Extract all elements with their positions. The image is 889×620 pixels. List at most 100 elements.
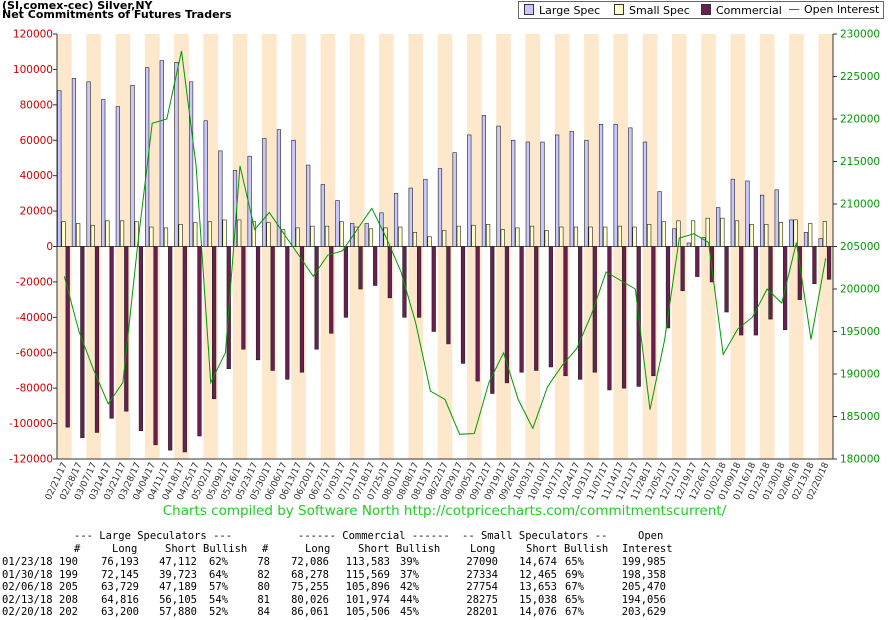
small-spec-bar xyxy=(324,225,330,247)
small-long-header: Long xyxy=(470,543,496,555)
commercial-bar xyxy=(753,246,758,336)
legend: Large Spec Small Spec Commercial Open In… xyxy=(518,1,884,19)
stats-cell-small-short: 15,038 xyxy=(519,593,557,606)
small-spec-bar xyxy=(661,221,666,247)
large-spec-bar xyxy=(203,120,208,247)
stats-cell-small-bullish: 69% xyxy=(565,568,584,581)
large-spec-bar xyxy=(393,193,399,247)
stats-cell-open-interest: 194,056 xyxy=(621,593,666,606)
small-spec-bar xyxy=(822,221,827,247)
stats-cell-commercial-long: 80,026 xyxy=(291,593,329,606)
large-spec-swatch-icon xyxy=(524,4,534,15)
right-axis: 180000 185000 190000 195000 200000 205000 2100… xyxy=(832,29,880,466)
chart-title-line2: Net Commitments of Futures Traders xyxy=(2,8,232,21)
left-axis-label: 80000 xyxy=(20,99,53,111)
large-spec-bar xyxy=(730,178,735,247)
commercial-bar xyxy=(358,246,363,290)
large-spec-bar xyxy=(320,184,325,247)
small-spec-bar xyxy=(720,217,725,247)
small-spec-bar xyxy=(412,232,418,247)
stats-cell-large-short: 39,723 xyxy=(159,568,197,581)
stats-cell-large-bullish: 57% xyxy=(209,581,228,593)
small-spec-bar xyxy=(281,229,286,247)
commercial-bar xyxy=(270,246,275,371)
stats-cell-commercial-bullish: 44% xyxy=(400,593,419,606)
stats-cell-commercial-long: 68,278 xyxy=(291,568,329,581)
legend-commercial: Commercial xyxy=(701,4,782,17)
commercial-bar xyxy=(578,246,583,380)
commercial-bar xyxy=(94,246,100,433)
stats-cell-large-long: 64,816 xyxy=(101,593,139,606)
small-spec-bar xyxy=(647,224,652,247)
large-spec-bar xyxy=(598,124,604,247)
large-bullish-header: Bullish xyxy=(203,543,248,555)
small-spec-bar xyxy=(119,220,125,247)
stats-cell-large-bullish: 52% xyxy=(209,606,228,618)
stats-cell-commercial-short: 115,569 xyxy=(345,568,390,581)
left-axis-label: 0 xyxy=(46,241,53,253)
stats-cell-open-interest: 205,470 xyxy=(621,581,666,593)
small-spec-bar xyxy=(603,226,608,247)
commercial-hash-header: # xyxy=(262,543,269,555)
cot-chart: -120000-100000-80000-60000-40000-2000002… xyxy=(9,29,880,502)
large-spec-bar xyxy=(467,134,472,247)
commercial-bar xyxy=(812,246,817,284)
large-spec-bar xyxy=(437,168,443,247)
bar-series xyxy=(57,60,832,453)
commercial-bar xyxy=(373,246,378,286)
left-axis: -120000 -100000 -80000 -60000 -40000 -20000 0 2… xyxy=(9,29,58,466)
stats-cell-large-long: 76,193 xyxy=(101,556,139,568)
commercial-bar xyxy=(651,246,656,377)
commercial-bar xyxy=(446,246,451,345)
stats-cell-large-traders: 199 xyxy=(59,568,78,581)
stats-cell-open-interest: 199,985 xyxy=(621,556,666,568)
commercial-bar xyxy=(826,246,832,280)
small-spec-bar xyxy=(193,222,198,247)
large-spec-bar xyxy=(408,187,413,247)
small-spec-bar xyxy=(339,221,344,247)
small-spec-bar xyxy=(310,225,315,247)
large-spec-bar xyxy=(789,219,794,247)
stats-cell-large-bullish: 64% xyxy=(209,568,228,581)
stats-cell-small-bullish: 65% xyxy=(565,556,584,568)
large-spec-bar xyxy=(642,141,648,247)
large-spec-bar xyxy=(86,81,91,247)
large-spec-bar xyxy=(174,62,179,247)
small-spec-bar xyxy=(500,229,505,247)
small-spec-bar xyxy=(427,236,432,247)
small-spec-bar xyxy=(515,227,520,247)
stats-cell-date: 02/13/18 xyxy=(2,593,53,606)
small-spec-bar xyxy=(442,230,447,247)
small-spec-bar xyxy=(456,225,461,247)
large-spec-bar xyxy=(540,141,545,247)
right-axis-label: 185000 xyxy=(840,411,880,423)
commercial-bar xyxy=(285,246,290,380)
stats-cell-small-bullish: 65% xyxy=(565,593,584,606)
stats-cell-commercial-short: 113,583 xyxy=(345,556,390,568)
large-spec-bar xyxy=(115,106,120,247)
stats-cell-commercial-long: 72,086 xyxy=(291,556,329,568)
stats-cell-commercial-bullish: 39% xyxy=(400,556,419,568)
interest-header: Interest xyxy=(622,543,673,555)
commercial-bar xyxy=(65,246,70,428)
small-spec-bar xyxy=(295,227,300,247)
small-spec-bar xyxy=(529,225,535,247)
header-open: Open xyxy=(638,530,664,542)
small-spec-bar xyxy=(90,224,95,247)
small-spec-bar xyxy=(559,226,564,247)
stats-cell-large-long: 63,729 xyxy=(101,581,139,593)
small-spec-bar xyxy=(61,221,66,247)
stats-cell-large-short: 57,880 xyxy=(159,606,197,618)
large-spec-bar xyxy=(569,131,574,247)
large-spec-bar xyxy=(291,139,296,247)
legend-large-spec-label: Large Spec xyxy=(539,4,601,17)
commercial-long-header: Long xyxy=(305,543,331,555)
stats-cell-large-bullish: 62% xyxy=(209,556,228,568)
commercial-bar xyxy=(607,246,612,391)
left-axis-label: -80000 xyxy=(16,383,53,395)
commercial-bar xyxy=(709,246,715,283)
small-spec-bar xyxy=(632,226,637,247)
stats-cell-date: 02/20/18 xyxy=(2,606,53,618)
commercial-bar xyxy=(724,246,729,313)
small-spec-swatch-icon xyxy=(614,4,624,15)
